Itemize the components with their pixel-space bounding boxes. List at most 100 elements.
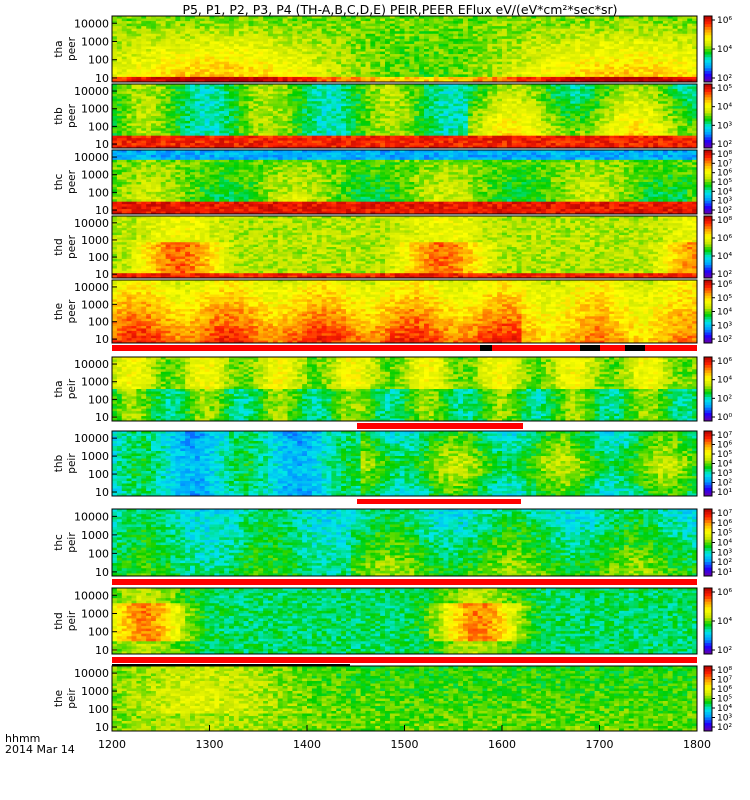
heatmap-cell	[419, 62, 424, 65]
heatmap-cell	[483, 62, 488, 65]
heatmap-cell	[288, 59, 293, 62]
heatmap-cell	[546, 41, 551, 44]
heatmap-cell	[653, 89, 658, 92]
heatmap-cell	[175, 29, 180, 32]
heatmap-cell	[361, 72, 366, 75]
heatmap-cell	[614, 94, 619, 97]
heatmap-cell	[156, 94, 161, 97]
heatmap-cell	[634, 46, 639, 49]
heatmap-cell	[341, 72, 346, 75]
heatmap-cell	[502, 54, 507, 57]
heatmap-cell	[653, 54, 658, 57]
heatmap-cell	[375, 77, 380, 80]
heatmap-cell	[317, 67, 322, 70]
heatmap-cell	[609, 72, 614, 75]
heatmap-cell	[419, 34, 424, 37]
heatmap-cell	[604, 26, 609, 29]
heatmap-cell	[478, 19, 483, 22]
heatmap-cell	[224, 94, 229, 97]
heatmap-cell	[585, 49, 590, 52]
heatmap-cell	[595, 86, 600, 89]
heatmap-cell	[458, 29, 463, 32]
heatmap-cell	[531, 21, 536, 24]
heatmap-cell	[629, 19, 634, 22]
heatmap-cell	[624, 29, 629, 32]
heatmap-cell	[507, 21, 512, 24]
heatmap-cell	[658, 91, 663, 94]
heatmap-cell	[575, 94, 580, 97]
heatmap-cell	[463, 54, 468, 57]
heatmap-cell	[517, 59, 522, 62]
heatmap-cell	[614, 46, 619, 49]
heatmap-cell	[234, 62, 239, 65]
heatmap-cell	[375, 41, 380, 44]
heatmap-cell	[302, 94, 307, 97]
heatmap-cell	[424, 46, 429, 49]
heatmap-cell	[239, 72, 244, 75]
heatmap-cell	[551, 34, 556, 37]
heatmap-cell	[283, 96, 288, 99]
heatmap-cell	[483, 69, 488, 72]
heatmap-cell	[112, 99, 117, 102]
heatmap-cell	[127, 39, 132, 42]
panels: 10100100010000tha peer10²10⁴10⁶1010010001…	[53, 16, 732, 734]
heatmap-cell	[575, 67, 580, 70]
heatmap-cell	[127, 41, 132, 44]
heatmap-cell	[395, 46, 400, 49]
heatmap-cell	[249, 52, 254, 55]
heatmap-cell	[185, 52, 190, 55]
heatmap-cell	[682, 31, 687, 34]
heatmap-cell	[141, 74, 146, 77]
heatmap-cell	[434, 36, 439, 39]
heatmap-cell	[497, 44, 502, 47]
heatmap-cell	[200, 59, 205, 62]
heatmap-cell	[366, 21, 371, 24]
heatmap-cell	[624, 21, 629, 24]
heatmap-cell	[336, 39, 341, 42]
heatmap-cell	[429, 77, 434, 80]
heatmap-cell	[629, 91, 634, 94]
heatmap-cell	[161, 54, 166, 57]
heatmap-cell	[483, 26, 488, 29]
heatmap-cell	[687, 21, 692, 24]
heatmap-cell	[565, 77, 570, 80]
heatmap-cell	[609, 57, 614, 60]
heatmap-cell	[682, 41, 687, 44]
heatmap-cell	[682, 72, 687, 75]
heatmap-cell	[136, 57, 141, 60]
heatmap-cell	[663, 77, 668, 80]
heatmap-cell	[210, 77, 215, 80]
heatmap-cell	[507, 86, 512, 89]
heatmap-cell	[600, 34, 605, 37]
heatmap-cell	[351, 26, 356, 29]
heatmap-cell	[292, 41, 297, 44]
heatmap-cell	[556, 41, 561, 44]
heatmap-cell	[375, 52, 380, 55]
heatmap-cell	[463, 59, 468, 62]
heatmap-cell	[561, 34, 566, 37]
heatmap-cell	[190, 59, 195, 62]
heatmap-cell	[283, 19, 288, 22]
heatmap-cell	[526, 77, 531, 80]
heatmap-cell	[327, 54, 332, 57]
heatmap-cell	[224, 41, 229, 44]
heatmap-cell	[229, 49, 234, 52]
heatmap-cell	[380, 34, 385, 37]
heatmap-cell	[668, 57, 673, 60]
heatmap-cell	[312, 62, 317, 65]
heatmap-cell	[171, 46, 176, 49]
heatmap-cell	[175, 39, 180, 42]
heatmap-cell	[624, 67, 629, 70]
heatmap-cell	[395, 31, 400, 34]
heatmap-cell	[580, 62, 585, 65]
heatmap-cell	[127, 36, 132, 39]
heatmap-cell	[585, 46, 590, 49]
heatmap-cell	[609, 26, 614, 29]
heatmap-cell	[531, 94, 536, 97]
heatmap-cell	[556, 74, 561, 77]
heatmap-cell	[453, 91, 458, 94]
heatmap-cell	[483, 49, 488, 52]
heatmap-cell	[283, 54, 288, 57]
heatmap-cell	[429, 26, 434, 29]
heatmap-cell	[258, 59, 263, 62]
